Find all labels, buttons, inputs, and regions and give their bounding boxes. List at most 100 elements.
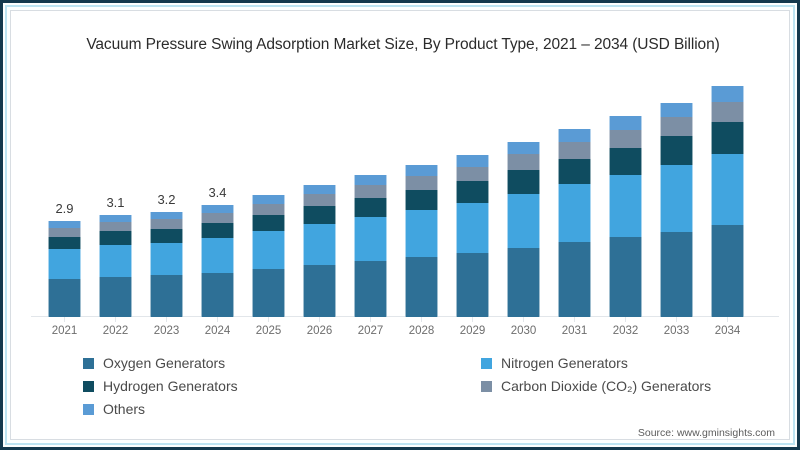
legend-item[interactable]: Nitrogen Generators	[481, 355, 628, 371]
bar-segment[interactable]	[711, 86, 744, 102]
bar-segment[interactable]	[150, 219, 183, 229]
bar-segment[interactable]	[405, 189, 438, 211]
bar-segment[interactable]	[507, 193, 540, 248]
bar-segment[interactable]	[303, 206, 336, 225]
bar-segment[interactable]	[99, 245, 132, 277]
axis-tick	[523, 317, 524, 322]
bar-segment[interactable]	[711, 101, 744, 123]
bar-segment[interactable]	[507, 247, 540, 317]
bar-segment[interactable]	[99, 276, 132, 317]
bar-segment[interactable]	[456, 202, 489, 254]
bar-segment[interactable]	[660, 117, 693, 137]
bar-segment[interactable]	[201, 204, 234, 213]
axis-tick	[625, 317, 626, 322]
bar-segment[interactable]	[405, 165, 438, 177]
bar-segment[interactable]	[48, 221, 81, 228]
bar-segment[interactable]	[354, 175, 387, 186]
bar-segment[interactable]	[405, 210, 438, 257]
bar-segment[interactable]	[456, 181, 489, 203]
bar-segment[interactable]	[354, 217, 387, 261]
bar-segment[interactable]	[303, 194, 336, 207]
legend-item[interactable]: Oxygen Generators	[83, 355, 225, 371]
bar-segment[interactable]	[354, 185, 387, 198]
bar-segment[interactable]	[252, 203, 285, 215]
bar-segment[interactable]	[456, 166, 489, 182]
bar-stack[interactable]	[48, 221, 81, 317]
x-axis-label-2021: 2021	[51, 325, 78, 337]
bar-segment[interactable]	[609, 147, 642, 175]
bar-stack[interactable]	[711, 86, 744, 317]
bar-segment[interactable]	[252, 231, 285, 269]
bar-segment[interactable]	[558, 141, 591, 159]
bar-segment[interactable]	[252, 195, 285, 204]
bar-segment[interactable]	[201, 272, 234, 317]
bar-segment[interactable]	[150, 275, 183, 317]
bar-segment[interactable]	[558, 158, 591, 185]
bar-stack[interactable]	[558, 129, 591, 317]
bar-segment[interactable]	[660, 165, 693, 232]
bar-segment[interactable]	[48, 236, 81, 250]
bar-segment[interactable]	[150, 242, 183, 276]
bar-stack[interactable]	[405, 165, 438, 317]
bar-segment[interactable]	[558, 184, 591, 243]
legend-item[interactable]: Carbon Dioxide (CO₂) Generators	[481, 378, 711, 394]
bar-stack[interactable]	[507, 142, 540, 317]
axis-tick	[727, 317, 728, 322]
bar-segment[interactable]	[558, 242, 591, 317]
bar-segment[interactable]	[252, 214, 285, 232]
bar-segment[interactable]	[609, 115, 642, 130]
bar-segment[interactable]	[48, 249, 81, 280]
bar-segment[interactable]	[609, 237, 642, 317]
legend-item[interactable]: Others	[83, 401, 145, 417]
bar-segment[interactable]	[456, 155, 489, 167]
bar-stack[interactable]	[609, 115, 642, 317]
bar-segment[interactable]	[303, 185, 336, 195]
x-axis-label-2031: 2031	[561, 325, 588, 337]
bar-segment[interactable]	[405, 176, 438, 190]
bar-segment[interactable]	[609, 174, 642, 238]
bar-segment[interactable]	[150, 211, 183, 220]
bar-segment[interactable]	[201, 212, 234, 224]
bar-segment[interactable]	[48, 228, 81, 237]
bar-stack[interactable]	[150, 211, 183, 317]
bar-segment[interactable]	[711, 153, 744, 226]
bar-stack[interactable]	[456, 155, 489, 317]
bar-segment[interactable]	[48, 279, 81, 317]
bar-segment[interactable]	[99, 231, 132, 246]
bar-stack[interactable]	[660, 102, 693, 317]
bar-segment[interactable]	[558, 129, 591, 142]
bar-segment[interactable]	[660, 102, 693, 118]
bar-segment[interactable]	[201, 238, 234, 273]
bar-segment[interactable]	[507, 154, 540, 170]
bar-stack[interactable]	[354, 175, 387, 317]
bar-stack[interactable]	[201, 204, 234, 317]
legend-swatch-icon	[83, 403, 94, 415]
bar-segment[interactable]	[711, 225, 744, 317]
bar-segment[interactable]	[99, 214, 132, 223]
bar-segment[interactable]	[354, 198, 387, 218]
bar-segment[interactable]	[99, 222, 132, 232]
bar-segment[interactable]	[252, 268, 285, 317]
bar-segment[interactable]	[660, 136, 693, 166]
bar-stack[interactable]	[252, 195, 285, 317]
bar-segment[interactable]	[609, 129, 642, 148]
bar-segment[interactable]	[711, 122, 744, 154]
legend-label: Hydrogen Generators	[103, 378, 238, 394]
bar-segment[interactable]	[303, 264, 336, 317]
bar-segment[interactable]	[354, 260, 387, 317]
axis-tick	[166, 317, 167, 322]
bar-segment[interactable]	[507, 169, 540, 194]
bar-segment[interactable]	[303, 224, 336, 265]
bar-stack[interactable]	[99, 214, 132, 317]
bar-stack[interactable]	[303, 185, 336, 317]
bar-segment[interactable]	[150, 228, 183, 243]
bar-segment[interactable]	[405, 257, 438, 317]
bar-segment[interactable]	[456, 253, 489, 317]
legend-label: Nitrogen Generators	[501, 355, 628, 371]
x-axis-label-2032: 2032	[612, 325, 639, 337]
bar-segment[interactable]	[507, 142, 540, 155]
legend-item[interactable]: Hydrogen Generators	[83, 378, 238, 394]
bar-segment[interactable]	[201, 223, 234, 239]
bar-segment[interactable]	[660, 231, 693, 317]
